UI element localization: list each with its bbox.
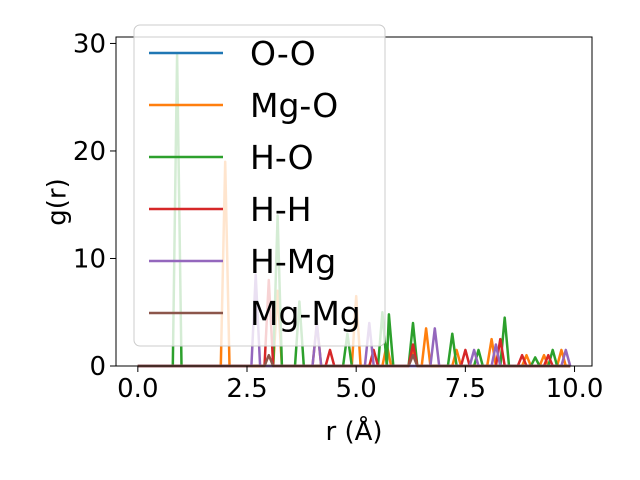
y-tick-label: 30 [73, 29, 106, 59]
y-axis-ticks: 0 10 20 30 [73, 29, 116, 382]
legend-label: Mg-Mg [250, 294, 361, 333]
legend-label: O-O [250, 34, 316, 73]
legend-entry: Mg-Mg [149, 294, 361, 333]
legend-entry: H-H [149, 190, 312, 229]
y-tick-label: 20 [73, 137, 106, 167]
legend-entry: Mg-O [149, 86, 338, 125]
x-axis-ticks: 0.0 2.5 5.0 7.5 10.0 [117, 366, 603, 404]
legend-entry: H-O [149, 138, 314, 177]
x-tick-label: 2.5 [226, 374, 267, 404]
legend: O-O Mg-O H-O H-H H-Mg Mg-Mg [133, 24, 386, 347]
legend-entry: H-Mg [149, 242, 336, 281]
x-tick-label: 10.0 [546, 374, 604, 404]
x-tick-label: 7.5 [445, 374, 486, 404]
legend-entry: O-O [149, 34, 316, 73]
x-tick-label: 0.0 [117, 374, 158, 404]
x-axis-label: r (Å) [325, 415, 382, 447]
legend-label: H-Mg [250, 242, 336, 281]
legend-label: H-H [250, 190, 312, 229]
legend-label: H-O [250, 138, 314, 177]
y-tick-label: 10 [73, 244, 106, 274]
legend-label: Mg-O [250, 86, 338, 125]
y-tick-label: 0 [89, 352, 106, 382]
x-tick-label: 5.0 [336, 374, 377, 404]
y-axis-label: g(r) [43, 178, 73, 225]
